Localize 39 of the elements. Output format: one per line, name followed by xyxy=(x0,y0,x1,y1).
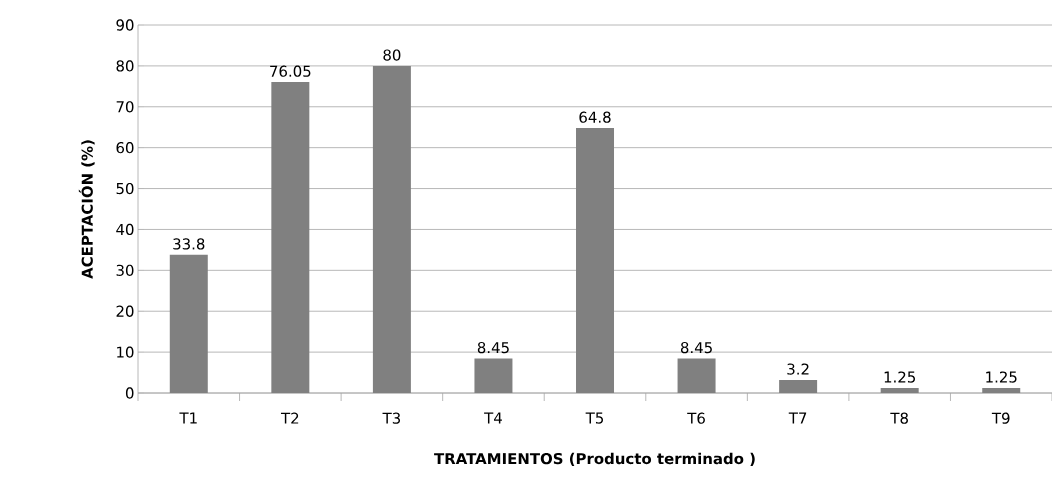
x-tick-label: T2 xyxy=(280,412,299,424)
data-label: 80 xyxy=(383,49,401,61)
y-tick-label: 30 xyxy=(116,264,134,276)
bar xyxy=(169,254,208,393)
bar xyxy=(576,128,615,393)
y-tick-label: 10 xyxy=(117,346,134,358)
data-label: 64.8 xyxy=(579,111,611,123)
y-tick-label: 70 xyxy=(116,101,134,113)
x-tick-label: T3 xyxy=(382,412,401,424)
bar xyxy=(474,358,513,393)
x-axis-title: TRATAMIENTOS (Producto terminado ) xyxy=(434,452,755,466)
data-label: 3.2 xyxy=(787,363,809,375)
x-tick-label: T4 xyxy=(484,412,502,424)
data-label: 8.45 xyxy=(680,341,712,354)
bar xyxy=(779,379,818,393)
y-tick-label: 90 xyxy=(116,19,134,31)
x-tick-label: T7 xyxy=(788,412,807,424)
x-tick-label: T6 xyxy=(687,412,705,424)
bar xyxy=(271,82,310,393)
data-label: 33.8 xyxy=(173,238,205,250)
y-tick-label: 80 xyxy=(116,60,134,72)
y-tick-label: 20 xyxy=(116,305,134,317)
x-tick-label: T8 xyxy=(890,412,908,424)
y-tick-label: 50 xyxy=(116,182,134,195)
bar xyxy=(982,387,1021,393)
data-label: 8.45 xyxy=(477,341,509,354)
data-label: 76.05 xyxy=(270,65,311,77)
bar xyxy=(372,65,411,393)
x-tick-label: T5 xyxy=(585,412,604,424)
x-tick-label: T1 xyxy=(179,412,197,424)
y-tick-label: 40 xyxy=(116,223,134,236)
bar xyxy=(880,387,919,393)
data-label: 1.25 xyxy=(884,371,915,383)
y-tick-label: 0 xyxy=(125,387,134,399)
y-axis-title: ACEPTACIÓN (%) xyxy=(78,140,95,279)
bar xyxy=(677,358,716,393)
y-tick-label: 60 xyxy=(116,142,134,154)
data-label: 1.25 xyxy=(986,371,1017,383)
x-tick-label: T9 xyxy=(991,412,1010,424)
